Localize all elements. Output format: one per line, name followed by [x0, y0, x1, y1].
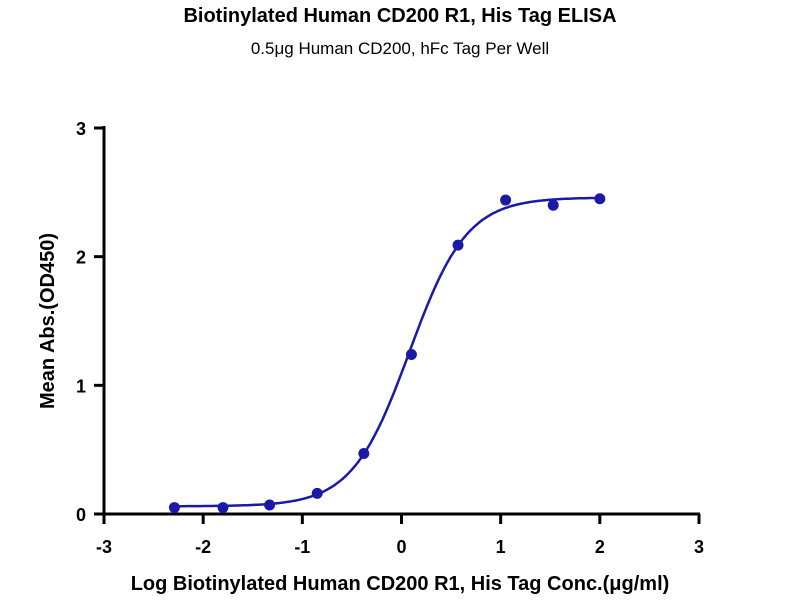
y-axis-label: Mean Abs.(OD450)	[37, 233, 59, 409]
data-point	[217, 502, 229, 514]
x-tick-label: -3	[96, 537, 112, 557]
data-point	[500, 194, 512, 206]
data-point	[594, 193, 606, 205]
x-tick-label: 1	[496, 537, 506, 557]
y-tick-label: 3	[76, 119, 86, 139]
data-point	[547, 199, 559, 211]
chart-title: Biotinylated Human CD200 R1, His Tag ELI…	[183, 5, 616, 27]
x-tick-label: -2	[195, 537, 211, 557]
data-point	[452, 239, 464, 251]
x-axis-label: Log Biotinylated Human CD200 R1, His Tag…	[131, 573, 670, 595]
x-tick-label: 2	[595, 537, 605, 557]
data-point	[168, 502, 180, 514]
fit-curve	[174, 196, 599, 508]
x-tick-label: 3	[694, 537, 704, 557]
data-point	[358, 448, 370, 460]
y-tick-label: 2	[76, 248, 86, 268]
y-tick-label: 0	[76, 505, 86, 525]
data-point	[405, 348, 417, 360]
chart-subtitle: 0.5μg Human CD200, hFc Tag Per Well	[251, 39, 549, 58]
y-tick-label: 1	[76, 376, 86, 396]
data-point	[311, 487, 323, 499]
x-tick-label: -1	[294, 537, 310, 557]
x-tick-label: 0	[396, 537, 406, 557]
data-point	[264, 499, 276, 511]
